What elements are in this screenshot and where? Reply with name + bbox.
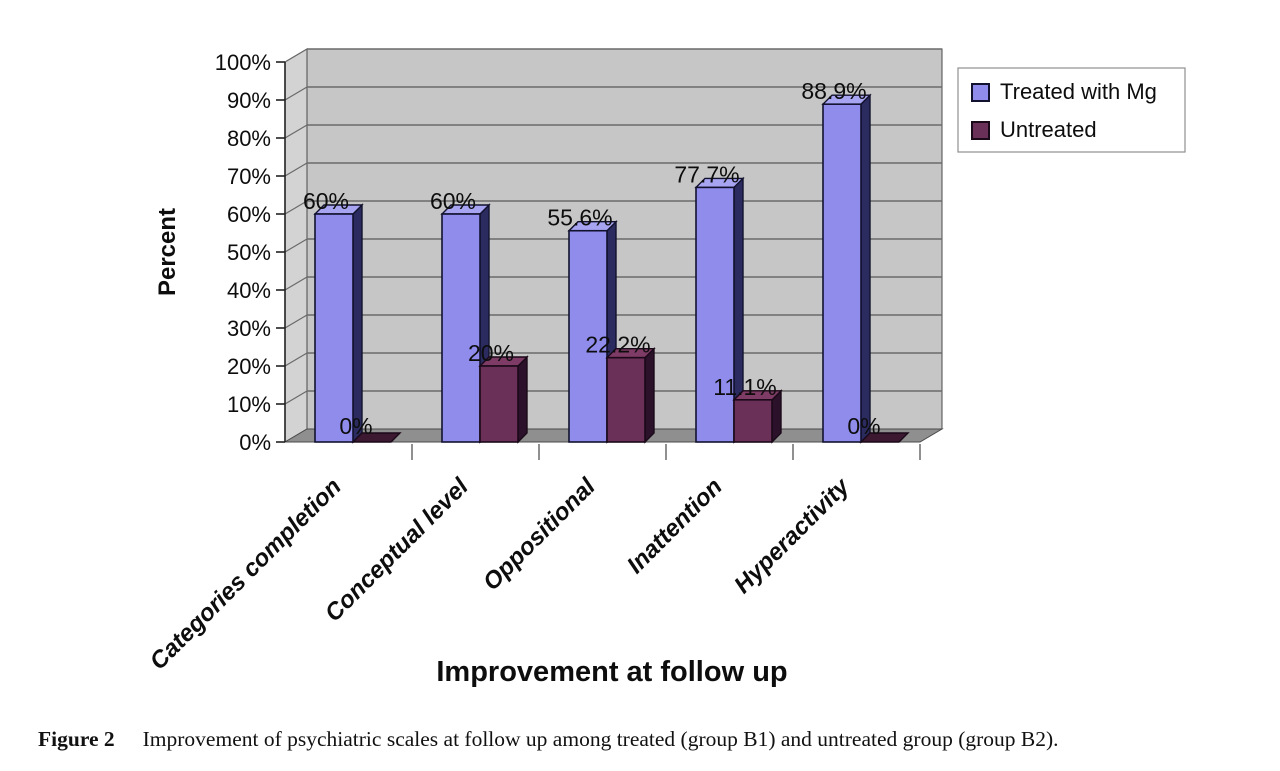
x-category-label: Categories completion [145, 473, 347, 675]
bar-untreated-3 [733, 399, 773, 443]
figure-caption-label: Figure 2 [38, 727, 115, 751]
gridline-wall-segment [284, 86, 308, 101]
bar-untreated-4 [859, 432, 910, 443]
legend-label: Untreated [1000, 117, 1097, 142]
legend-label: Treated with Mg [1000, 79, 1157, 104]
legend-swatch-untreated [971, 121, 990, 140]
bar-treated-1 [441, 213, 481, 443]
bar-side-untreated-1 [517, 355, 528, 444]
y-axis-title: Percent [154, 208, 181, 296]
y-tick-label: 40% [227, 278, 271, 303]
bar-treated-3 [695, 186, 735, 443]
gridline-wall-segment [284, 390, 308, 405]
data-label-untreated-4: 0% [847, 413, 880, 439]
bar-untreated-1 [479, 365, 519, 443]
bar-side-treated-0 [352, 203, 363, 444]
gridline-wall-segment [284, 200, 308, 215]
gridline-wall-segment [284, 48, 308, 63]
x-category-label: Oppositional [478, 472, 602, 596]
gridline-wall-segment [284, 314, 308, 329]
data-label-treated-1: 60% [430, 188, 476, 214]
bar-treated-4 [822, 103, 862, 443]
gridline-wall-segment [284, 276, 308, 291]
gridline-wall-segment [284, 124, 308, 139]
data-label-treated-3: 77.7% [674, 161, 739, 187]
data-label-untreated-2: 22.2% [585, 332, 650, 358]
data-label-treated-0: 60% [303, 188, 349, 214]
data-label-treated-4: 88.9% [801, 78, 866, 104]
bar-treated-2 [568, 229, 608, 443]
y-tick-label: 10% [227, 392, 271, 417]
y-tick-label: 0% [239, 430, 271, 455]
y-tick-label: 70% [227, 164, 271, 189]
gridline-wall-segment [284, 352, 308, 367]
x-category-label: Hyperactivity [729, 472, 856, 599]
y-tick-label: 60% [227, 202, 271, 227]
y-tick-label: 100% [215, 50, 271, 75]
bar-treated-0 [314, 213, 354, 443]
y-tick-label: 90% [227, 88, 271, 113]
y-tick-label: 20% [227, 354, 271, 379]
bar-untreated-2 [606, 356, 646, 443]
x-axis-title: Improvement at follow up [436, 656, 787, 688]
legend-box [957, 67, 1186, 153]
figure-caption: Figure 2 Improvement of psychiatric scale… [38, 727, 1252, 752]
bar-side-treated-4 [860, 93, 871, 444]
data-label-untreated-1: 20% [468, 340, 514, 366]
data-label-untreated-0: 0% [339, 413, 372, 439]
x-category-label: Inattention [622, 473, 728, 579]
figure-caption-text: Improvement of psychiatric scales at fol… [142, 727, 1059, 751]
y-tick-label: 80% [227, 126, 271, 151]
bar-side-untreated-2 [644, 346, 655, 444]
y-tick-label: 50% [227, 240, 271, 265]
bar-chart: 0% 10% 20% 30% 40% 50% 60% 70% 80% 90% 100% 60% 0% 60… [145, 48, 1186, 688]
data-label-untreated-3: 11.1% [713, 374, 777, 400]
data-label-treated-2: 55.6% [547, 205, 612, 231]
bar-untreated-0 [351, 432, 402, 443]
y-tick-label: 30% [227, 316, 271, 341]
gridline-wall-segment [284, 238, 308, 253]
gridline-wall-segment [284, 162, 308, 177]
legend-swatch-treated [971, 83, 990, 102]
